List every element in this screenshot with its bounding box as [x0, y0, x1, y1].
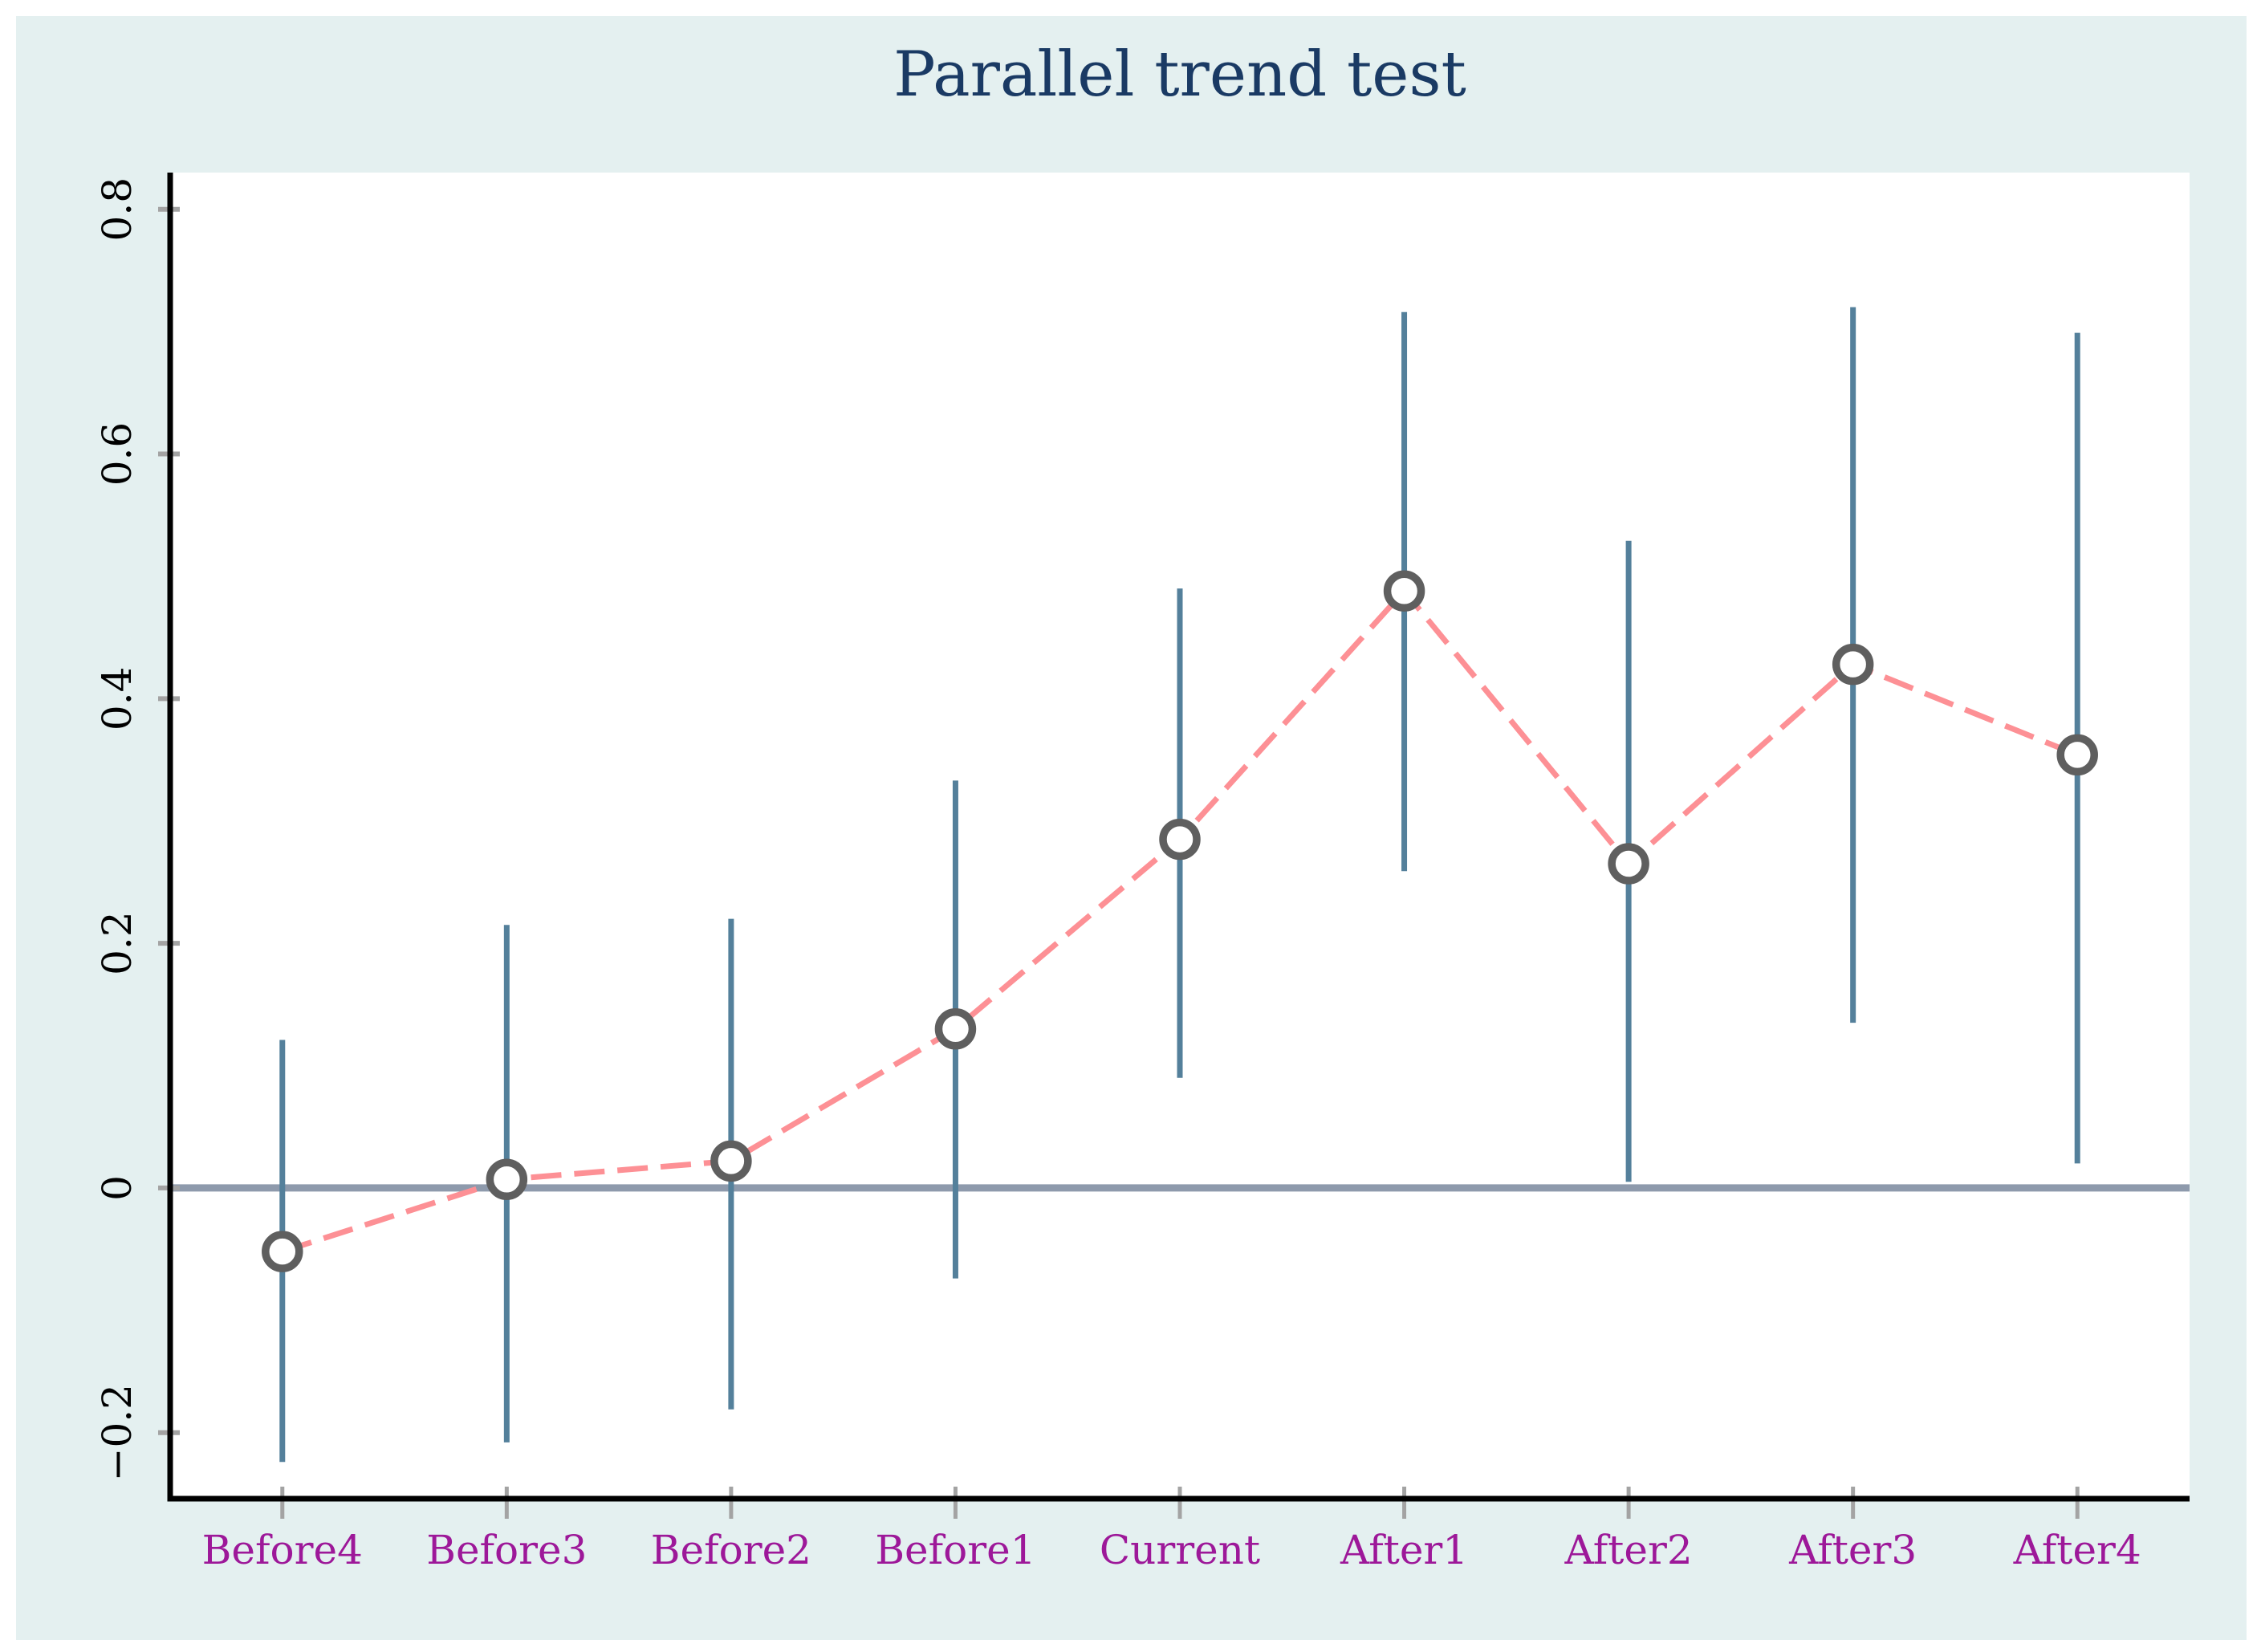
y-tick-label-2: 0.2: [94, 911, 140, 975]
estimate-marker-current: [1159, 818, 1201, 861]
estimate-marker-after4: [2056, 734, 2098, 776]
y-tick-label-4: 0.6: [94, 422, 140, 486]
estimate-marker-after3: [1832, 643, 1874, 686]
x-tick-label-after3: After3: [1788, 1527, 1917, 1573]
chart-title: Parallel trend test: [893, 39, 1466, 111]
estimate-marker-after2: [1608, 843, 1649, 885]
x-tick-label-before4: Before4: [202, 1527, 363, 1573]
estimate-marker-before3: [486, 1158, 528, 1200]
y-tick-label-0: −0.2: [94, 1384, 140, 1481]
x-tick-label-current: Current: [1100, 1527, 1260, 1573]
x-tick-label-after4: After4: [2013, 1527, 2141, 1573]
x-tick-label-before1: Before1: [875, 1527, 1035, 1573]
estimate-marker-before2: [710, 1140, 752, 1182]
x-tick-label-after2: After2: [1564, 1527, 1693, 1573]
x-tick-label-before2: Before2: [651, 1527, 811, 1573]
x-tick-label-before3: Before3: [426, 1527, 587, 1573]
y-tick-label-3: 0.4: [94, 667, 140, 731]
estimate-marker-before4: [262, 1231, 303, 1272]
estimate-marker-before1: [934, 1008, 977, 1050]
y-tick-label-1: 0: [94, 1175, 140, 1201]
estimate-marker-after1: [1383, 570, 1425, 612]
y-tick-label-5: 0.8: [94, 177, 140, 242]
x-tick-label-after1: After1: [1340, 1527, 1468, 1573]
